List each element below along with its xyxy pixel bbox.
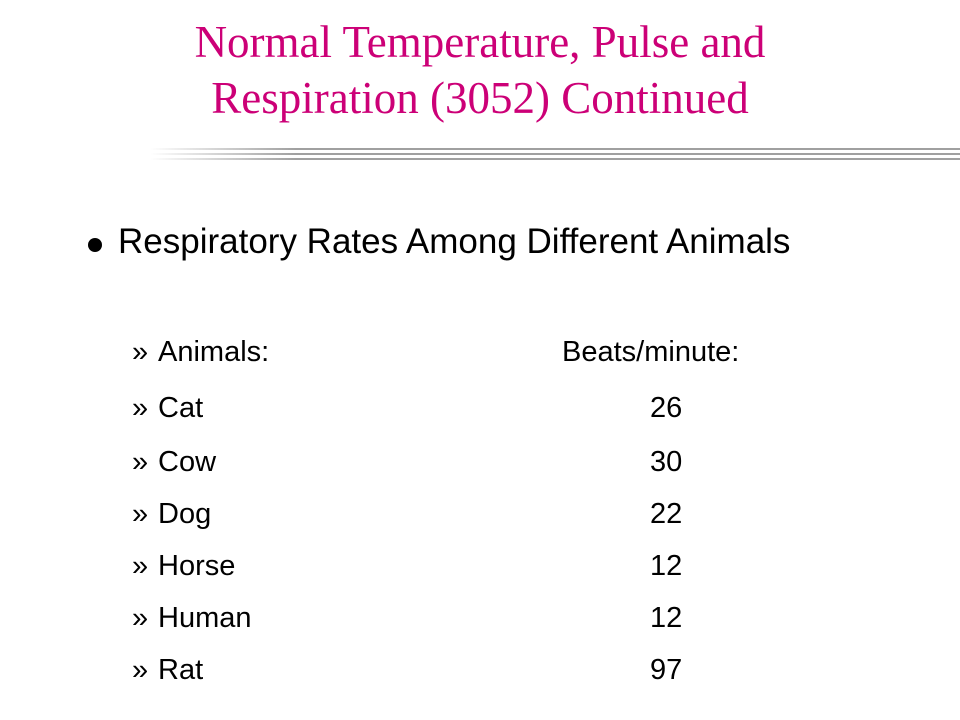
animal-name: Dog bbox=[158, 498, 212, 530]
divider-line-1 bbox=[150, 148, 960, 150]
raquo-icon: » bbox=[132, 602, 149, 634]
table-header: » Animals: Beats/minute: bbox=[132, 332, 832, 372]
animal-name: Rat bbox=[158, 654, 204, 686]
list-item: » Human 12 bbox=[132, 598, 832, 638]
raquo-icon: » bbox=[132, 392, 149, 424]
list-item: » Cat 26 bbox=[132, 388, 832, 428]
animal-rate: 12 bbox=[650, 602, 683, 634]
raquo-icon: » bbox=[132, 550, 149, 582]
animal-name: Horse bbox=[158, 550, 236, 582]
animal-rate: 97 bbox=[650, 654, 683, 686]
raquo-icon: » bbox=[132, 654, 149, 686]
animal-name: Cat bbox=[158, 392, 204, 424]
header-value: Beats/minute: bbox=[562, 336, 740, 368]
slide-title-line-1: Normal Temperature, Pulse and bbox=[194, 17, 766, 67]
bullet-dot-icon bbox=[88, 238, 102, 252]
list-item: » Dog 22 bbox=[132, 494, 832, 534]
list-item: » Cow 30 bbox=[132, 442, 832, 482]
raquo-icon: » bbox=[132, 498, 149, 530]
title-divider bbox=[0, 148, 960, 162]
animal-rate: 30 bbox=[650, 446, 683, 478]
raquo-icon: » bbox=[132, 336, 149, 368]
animal-name: Human bbox=[158, 602, 252, 634]
list-item: » Horse 12 bbox=[132, 546, 832, 586]
list-item: » Rat 97 bbox=[132, 650, 832, 690]
animal-rate: 26 bbox=[650, 392, 683, 424]
animal-rate: 22 bbox=[650, 498, 683, 530]
bullet-text: Respiratory Rates Among Different Animal… bbox=[118, 222, 791, 261]
slide-title: Normal Temperature, Pulse and Respiratio… bbox=[0, 14, 960, 126]
header-animal: Animals: bbox=[158, 336, 270, 368]
raquo-icon: » bbox=[132, 446, 149, 478]
animal-rate: 12 bbox=[650, 550, 683, 582]
slide-title-line-2: Respiration (3052) Continued bbox=[211, 73, 749, 123]
animal-name: Cow bbox=[158, 446, 217, 478]
divider-line-2 bbox=[150, 153, 960, 155]
divider-line-3 bbox=[150, 158, 960, 160]
